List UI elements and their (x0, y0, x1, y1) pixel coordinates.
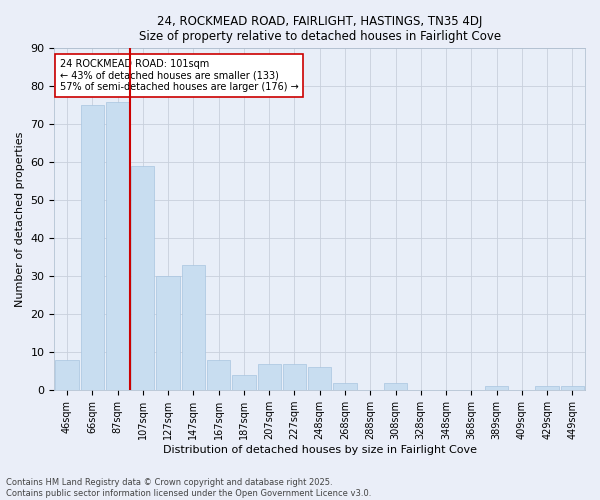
Bar (535, 386, 559, 390)
Bar (182, 265, 205, 390)
Bar (80, 106, 104, 390)
Text: Contains HM Land Registry data © Crown copyright and database right 2025.
Contai: Contains HM Land Registry data © Crown c… (6, 478, 371, 498)
Bar (55, 360, 79, 390)
Bar (485, 386, 508, 390)
Bar (232, 375, 256, 390)
Bar (157, 276, 180, 390)
Text: 24 ROCKMEAD ROAD: 101sqm
← 43% of detached houses are smaller (133)
57% of semi-: 24 ROCKMEAD ROAD: 101sqm ← 43% of detach… (60, 58, 298, 92)
X-axis label: Distribution of detached houses by size in Fairlight Cove: Distribution of detached houses by size … (163, 445, 477, 455)
Bar (283, 364, 306, 390)
Bar (561, 386, 584, 390)
Y-axis label: Number of detached properties: Number of detached properties (15, 132, 25, 307)
Bar (384, 382, 407, 390)
Bar (334, 382, 356, 390)
Bar (308, 368, 331, 390)
Bar (257, 364, 281, 390)
Bar (106, 102, 129, 390)
Title: 24, ROCKMEAD ROAD, FAIRLIGHT, HASTINGS, TN35 4DJ
Size of property relative to de: 24, ROCKMEAD ROAD, FAIRLIGHT, HASTINGS, … (139, 15, 501, 43)
Bar (207, 360, 230, 390)
Bar (131, 166, 154, 390)
